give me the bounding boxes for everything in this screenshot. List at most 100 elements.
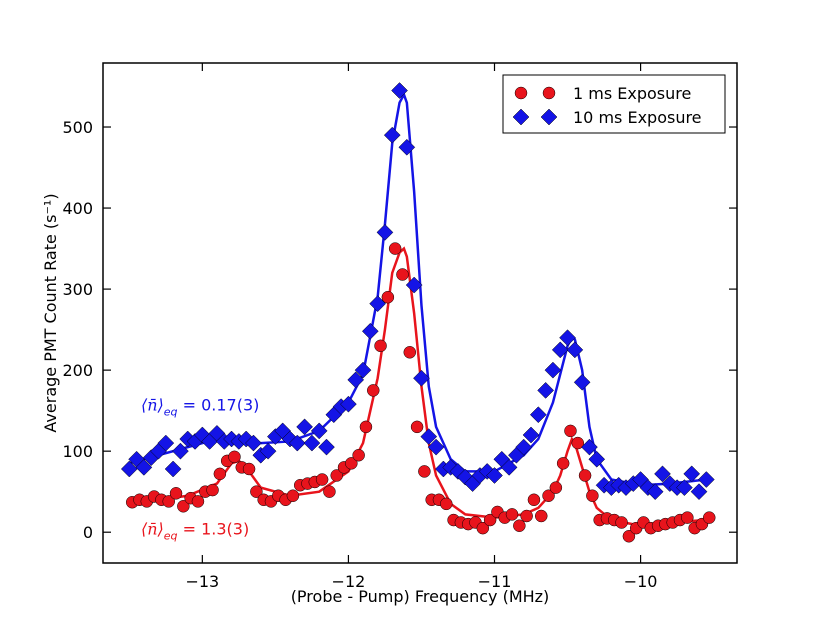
point <box>403 346 417 359</box>
point <box>522 426 540 444</box>
point <box>654 465 671 483</box>
point <box>310 422 328 440</box>
annotation-sub: eq <box>164 530 178 543</box>
x-tick-label: −10 <box>624 572 658 591</box>
point <box>483 513 497 527</box>
point <box>615 516 628 529</box>
point <box>500 459 518 476</box>
x-tick-label: −12 <box>332 572 366 591</box>
point <box>690 483 708 501</box>
legend-box <box>502 74 726 134</box>
point <box>259 442 277 460</box>
point <box>172 442 189 460</box>
point <box>323 485 336 498</box>
x-axis-label: (Probe - Pump) Frequency (MHz) <box>291 587 550 606</box>
point <box>573 373 591 391</box>
y-tick-label: 400 <box>62 199 93 218</box>
point <box>396 268 409 281</box>
point <box>330 469 343 482</box>
point <box>537 382 554 399</box>
annotation-symbol: ⟨n̄⟩ <box>141 396 164 415</box>
point <box>135 459 153 476</box>
point <box>559 329 576 347</box>
point <box>588 450 606 468</box>
point <box>367 384 380 397</box>
point <box>505 508 519 521</box>
x-tick-label: −11 <box>478 572 512 591</box>
point <box>410 420 424 434</box>
annotation: ⟨n̄⟩eq = 1.3(3) <box>141 520 249 543</box>
point <box>476 521 490 535</box>
point <box>164 460 182 478</box>
point <box>534 509 548 523</box>
point <box>646 483 664 501</box>
point <box>288 434 306 452</box>
point <box>515 438 533 456</box>
annotation-text: = 1.3(3) <box>178 520 250 539</box>
point <box>391 82 408 99</box>
point <box>376 224 394 241</box>
point <box>228 450 241 464</box>
point <box>586 489 599 502</box>
point <box>420 428 438 445</box>
point <box>581 438 598 456</box>
point <box>315 473 329 486</box>
point <box>418 465 431 478</box>
point <box>520 509 533 523</box>
point <box>529 406 547 424</box>
legend-label: 10 ms Exposure <box>573 108 702 127</box>
point <box>347 371 365 389</box>
y-axis-label: Average PMT Count Rate (s⁻¹) <box>41 193 60 432</box>
point <box>549 481 563 494</box>
point <box>383 126 401 144</box>
point <box>359 420 373 434</box>
point <box>527 493 541 507</box>
point <box>242 462 256 476</box>
point <box>681 511 694 524</box>
point <box>683 465 701 483</box>
point <box>245 434 262 452</box>
point <box>564 424 577 438</box>
legend-marker <box>542 86 556 100</box>
point <box>702 511 716 524</box>
point <box>296 418 313 436</box>
point <box>697 471 715 488</box>
point <box>566 341 584 359</box>
point <box>556 457 570 470</box>
point <box>354 361 372 379</box>
point <box>676 479 693 496</box>
legend-marker <box>540 108 558 126</box>
point <box>369 295 386 313</box>
point <box>388 242 402 255</box>
point <box>513 519 526 532</box>
y-tick-label: 0 <box>83 523 93 542</box>
point <box>191 495 205 508</box>
point <box>374 339 387 353</box>
point <box>303 434 321 452</box>
point <box>169 487 183 500</box>
point <box>398 138 416 156</box>
point <box>413 369 430 387</box>
point <box>213 467 227 481</box>
annotation: ⟨n̄⟩eq = 0.17(3) <box>141 396 259 419</box>
point <box>542 489 555 502</box>
y-tick-label: 200 <box>62 361 93 380</box>
point <box>440 497 453 511</box>
point <box>361 322 379 340</box>
point <box>544 361 562 379</box>
legend-marker <box>512 108 530 126</box>
point <box>286 489 300 502</box>
y-tick-label: 100 <box>62 442 93 461</box>
legend-label: 1 ms Exposure <box>573 84 691 103</box>
point <box>177 500 190 513</box>
point <box>345 457 358 470</box>
point <box>578 469 592 482</box>
point <box>157 434 175 452</box>
point <box>405 276 423 294</box>
point <box>486 467 503 484</box>
annotation-symbol: ⟨n̄⟩ <box>141 520 164 539</box>
y-tick-label: 500 <box>62 118 93 137</box>
y-tick-label: 300 <box>62 280 93 299</box>
x-tick-label: −13 <box>185 572 219 591</box>
